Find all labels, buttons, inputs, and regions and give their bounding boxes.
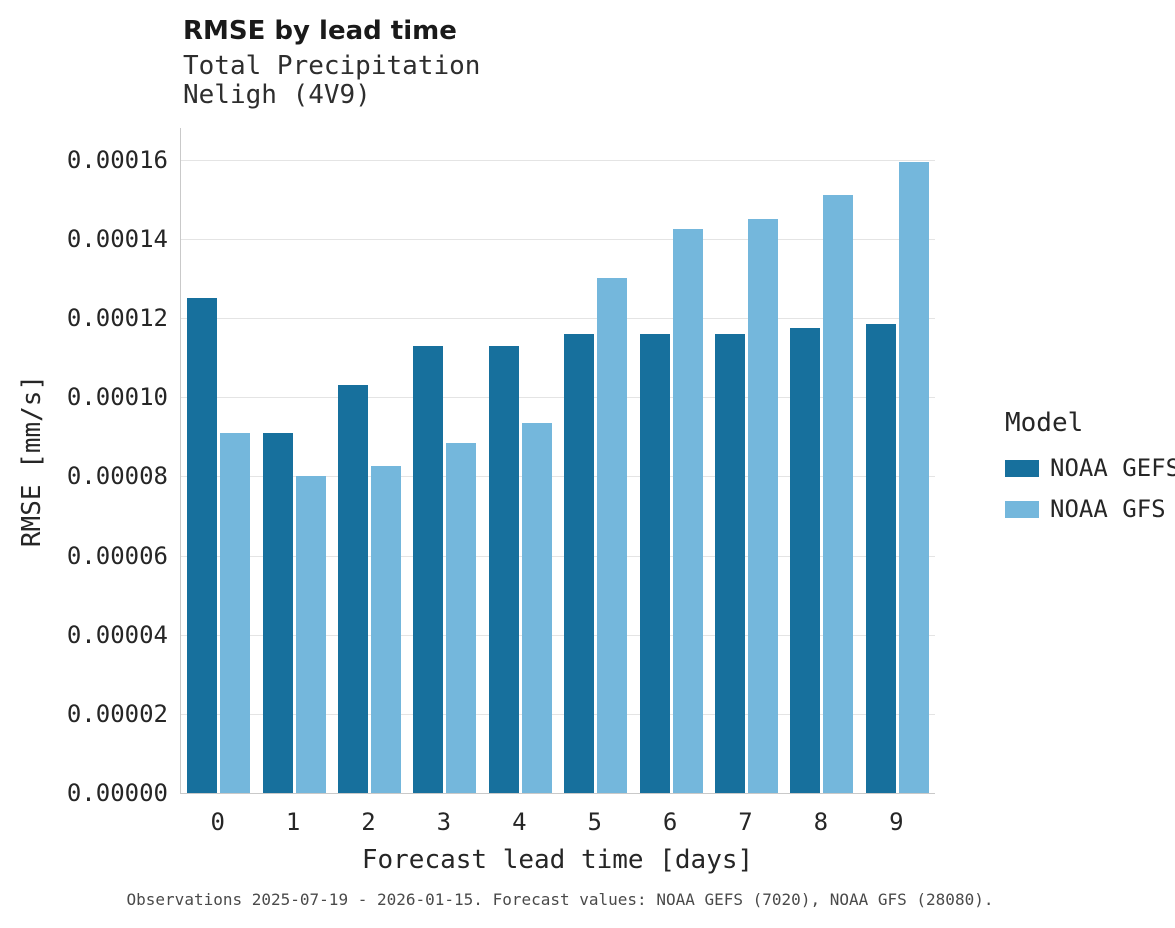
gridline: [181, 318, 935, 319]
legend: Model NOAA GEFS NOAA GFS: [1005, 408, 1175, 536]
legend-swatch-noaa-gefs: [1005, 459, 1039, 477]
chart-subtitle-line1: Total Precipitation: [183, 51, 481, 81]
x-tick-label: 4: [512, 808, 527, 836]
bar-noaa-gefs-lead-3: [413, 345, 444, 793]
bar-noaa-gefs-lead-4: [488, 345, 519, 793]
gridline: [181, 238, 935, 240]
y-tick-label: 0.00008: [66, 462, 168, 491]
legend-entry-noaa-gfs: NOAA GFS: [1005, 495, 1175, 523]
chart-title: RMSE by lead time: [183, 16, 457, 46]
bar-noaa-gfs-lead-9: [898, 161, 929, 793]
gridline: [181, 555, 935, 557]
bar-noaa-gfs-lead-7: [748, 219, 778, 793]
gridline: [181, 397, 935, 399]
caption: Observations 2025-07-19 - 2026-01-15. Fo…: [126, 890, 994, 909]
bar-noaa-gefs-lead-5: [564, 333, 595, 793]
chart-subtitle-line2: Neligh (4V9): [183, 80, 371, 110]
y-tick-labels: 0.00000 0.00002 0.00004 0.00006 0.00008 0.000…: [0, 128, 168, 807]
legend-label-noaa-gfs: NOAA GFS: [1050, 495, 1166, 523]
legend-swatch-noaa-gfs: [1005, 500, 1039, 518]
bar-noaa-gfs-lead-3: [446, 442, 477, 793]
x-tick-label: 0: [210, 808, 225, 836]
gridline: [181, 476, 935, 478]
gridline: [181, 713, 935, 715]
bar-noaa-gefs-lead-8: [790, 327, 821, 793]
bar-noaa-gefs-lead-9: [865, 323, 896, 793]
title-block: RMSE by lead time Total Precipitation Ne…: [183, 16, 480, 110]
plot-area: [180, 128, 935, 794]
y-tick-label: 0.00002: [66, 699, 168, 728]
bars: [181, 128, 935, 793]
y-tick-label: 0.00006: [66, 541, 168, 570]
x-tick-label: 1: [285, 808, 301, 836]
legend-label-noaa-gefs: NOAA GEFS: [1050, 454, 1175, 482]
bar-noaa-gefs-lead-1: [262, 432, 293, 793]
x-tick-label: 3: [436, 808, 452, 836]
x-tick-label: 8: [813, 808, 829, 836]
x-tick-label: 6: [662, 808, 678, 836]
x-tick-label: 9: [889, 808, 904, 836]
bar-noaa-gefs-lead-0: [187, 298, 218, 793]
x-tick-label: 5: [587, 808, 602, 836]
legend-title: Model: [1005, 408, 1084, 438]
x-axis-title: Forecast lead time [days]: [361, 845, 754, 875]
gridline: [181, 159, 935, 161]
legend-entry-noaa-gefs: NOAA GEFS: [1005, 454, 1175, 482]
y-tick-label: 0.00000: [66, 779, 168, 807]
y-tick-label: 0.00004: [66, 620, 168, 649]
y-tick-label: 0.00012: [66, 304, 168, 332]
bar-noaa-gfs-lead-8: [823, 195, 854, 793]
bar-noaa-gefs-lead-7: [715, 333, 745, 793]
bar-noaa-gfs-lead-6: [672, 228, 703, 793]
y-tick-label: 0.00016: [66, 145, 168, 174]
y-tick-label: 0.00010: [66, 383, 168, 412]
bar-noaa-gefs-lead-2: [338, 385, 368, 793]
x-tick-label: 2: [361, 808, 376, 836]
bar-noaa-gfs-lead-2: [371, 466, 401, 793]
bar-noaa-gefs-lead-6: [639, 333, 670, 793]
x-tick-labels: 0 1 2 3 4 5 6 7 8 9: [180, 802, 935, 836]
gridline: [181, 634, 935, 636]
y-tick-label: 0.00014: [66, 224, 168, 253]
bar-noaa-gfs-lead-1: [295, 476, 326, 793]
bar-noaa-gfs-lead-5: [597, 278, 628, 793]
gridlines: [181, 128, 935, 793]
bar-noaa-gfs-lead-4: [521, 422, 552, 793]
x-tick-label: 7: [738, 808, 753, 836]
bar-noaa-gfs-lead-0: [220, 432, 251, 793]
